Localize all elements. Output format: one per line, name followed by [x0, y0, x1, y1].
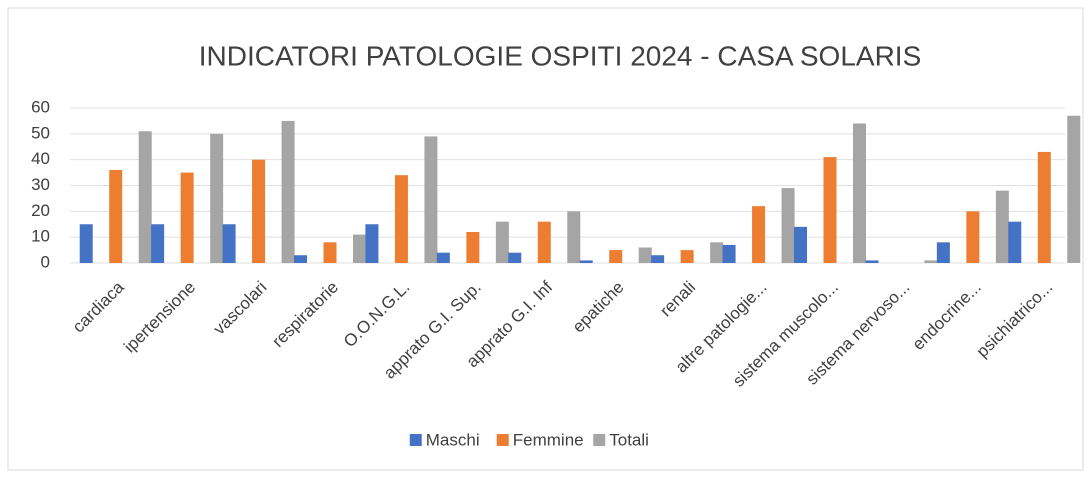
bar: [995, 190, 1009, 263]
bar: [222, 224, 236, 263]
bar: [281, 120, 295, 264]
bar: [638, 247, 652, 263]
bar: [710, 242, 724, 263]
bar: [210, 133, 224, 263]
bar: [180, 172, 194, 263]
bar: [252, 159, 266, 263]
bar: [680, 250, 694, 263]
legend-swatch: [593, 434, 606, 446]
bar: [722, 244, 736, 263]
x-tick-label: vascolari: [210, 278, 271, 339]
bar: [466, 232, 480, 263]
bar: [966, 211, 980, 263]
x-tick-label: O.O.N.G.L.: [340, 278, 414, 352]
x-tick-label: renali: [656, 278, 699, 321]
bar: [109, 170, 123, 263]
bar: [936, 242, 950, 263]
bar: [1037, 151, 1051, 263]
bar: [365, 224, 379, 263]
bar: [1008, 221, 1022, 263]
x-tick-label: psichiatrico...: [973, 278, 1057, 362]
chart-title: INDICATORI PATOLOGIE OSPITI 2024 - CASA …: [199, 40, 922, 71]
legend-label: Femmine: [513, 430, 584, 449]
bar: [781, 188, 795, 263]
chart-border: [7, 7, 1084, 471]
bar: [508, 252, 522, 263]
y-tick-label: 20: [31, 201, 50, 220]
x-tick-label: endocrine...: [909, 278, 985, 354]
bar: [436, 252, 450, 263]
bar: [823, 157, 837, 263]
legend-label: Maschi: [426, 430, 480, 449]
bar: [294, 255, 307, 263]
y-tick-label: 0: [41, 252, 50, 271]
bar: [151, 224, 165, 263]
bar: [323, 242, 337, 263]
bar: [353, 234, 366, 263]
bar: [853, 123, 866, 263]
bar: [865, 260, 879, 263]
bar: [579, 260, 593, 263]
bar: [567, 211, 581, 263]
y-tick-label: 50: [31, 123, 50, 142]
bar: [138, 131, 152, 263]
y-tick-label: 30: [31, 175, 50, 194]
legend-swatch: [409, 434, 422, 446]
bar: [424, 136, 438, 263]
bar: [794, 226, 807, 263]
legend-label: Totali: [609, 430, 649, 449]
x-tick-label: respiratorie: [268, 278, 342, 352]
x-tick-label: epatiche: [569, 278, 628, 337]
bar: [394, 175, 408, 263]
bar: [79, 224, 93, 263]
bar: [495, 221, 509, 263]
x-tick-label: cardiaca: [69, 277, 128, 336]
bar: [651, 255, 665, 263]
bar: [924, 260, 938, 263]
bar: [752, 206, 766, 263]
bar: [609, 250, 623, 263]
bar: [1067, 115, 1081, 263]
y-tick-label: 40: [31, 149, 50, 168]
y-tick-label: 10: [31, 227, 50, 246]
x-tick-label: ipertensione: [120, 278, 199, 357]
legend-swatch: [496, 434, 509, 446]
bar: [537, 221, 551, 263]
y-tick-label: 60: [31, 97, 50, 116]
